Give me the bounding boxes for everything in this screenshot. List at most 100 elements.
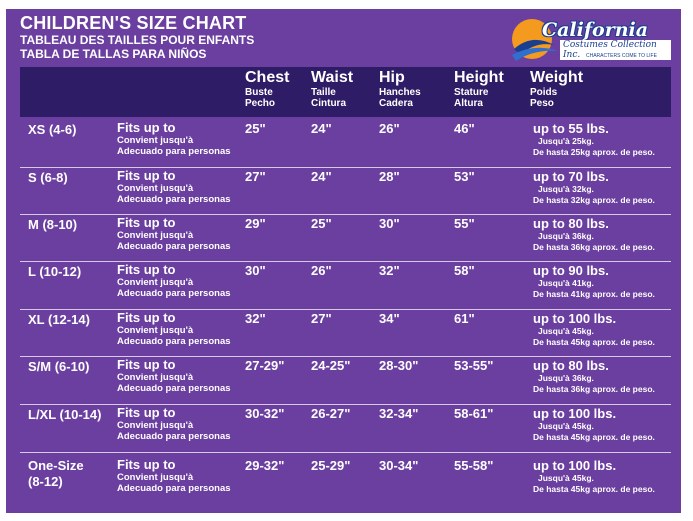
row-divider — [20, 261, 671, 262]
chest-value: 30-32" — [245, 406, 285, 421]
title-block: CHILDREN'S SIZE CHART TABLEAU DES TAILLE… — [20, 13, 254, 61]
weight-value-es: De hasta 36kg aprox. de peso. — [533, 242, 655, 252]
weight-value: up to 70 lbs. — [533, 169, 609, 184]
fit-label: Fits up to — [117, 120, 176, 135]
weight-value-es: De hasta 45kg aprox. de peso. — [533, 432, 655, 442]
header-hip-es: Cadera — [379, 98, 413, 109]
header-waist-fr: Taille — [311, 87, 336, 98]
waist-value: 25" — [311, 216, 332, 231]
table-row: XL (12-14) Fits up to Convient jusqu'à A… — [20, 310, 671, 357]
height-value: 46" — [454, 121, 475, 136]
weight-value-fr: Jusqu'à 25kg. — [538, 136, 594, 146]
fit-label-es: Adecuado para personas — [117, 336, 231, 347]
header-height-es: Altura — [454, 98, 483, 109]
weight-value: up to 90 lbs. — [533, 263, 609, 278]
fit-label: Fits up to — [117, 168, 176, 183]
weight-value-fr: Jusqu'à 45kg. — [538, 473, 594, 483]
logo-tagline: CHARACTERS COME TO LIFE — [584, 53, 659, 59]
header-weight-label: Weight — [530, 69, 584, 86]
header-height: Height Stature Altura — [454, 69, 504, 109]
logo-swirl-icon — [512, 19, 558, 61]
header-height-fr: Stature — [454, 87, 489, 98]
hip-value: 28-30" — [379, 358, 419, 373]
size-label: S (6-8) — [28, 170, 68, 185]
height-value: 58-61" — [454, 406, 494, 421]
header-weight: Weight Poids Peso — [530, 69, 583, 109]
height-value: 61" — [454, 311, 475, 326]
row-divider — [20, 214, 671, 215]
waist-value: 25-29" — [311, 458, 351, 473]
fit-label-es: Adecuado para personas — [117, 241, 231, 252]
weight-value: up to 100 lbs. — [533, 458, 617, 473]
header-height-label: Height — [454, 69, 504, 86]
hip-value: 32" — [379, 263, 400, 278]
fit-label-fr: Convient jusqu'à — [117, 277, 194, 288]
weight-value-fr: Jusqu'à 32kg. — [538, 184, 594, 194]
table-row: M (8-10) Fits up to Convient jusqu'à Ade… — [20, 215, 671, 262]
header-waist-label: Waist — [311, 69, 354, 86]
waist-value: 26" — [311, 263, 332, 278]
waist-value: 27" — [311, 311, 332, 326]
chest-value: 29-32" — [245, 458, 285, 473]
waist-value: 24" — [311, 169, 332, 184]
weight-value: up to 100 lbs. — [533, 311, 617, 326]
fit-label-fr: Convient jusqu'à — [117, 472, 194, 483]
header-hip-label: Hip — [379, 69, 405, 86]
chest-value: 29" — [245, 216, 266, 231]
size-label: XL (12-14) — [28, 312, 90, 327]
california-logo: California Costumes Collection Inc. CHAR… — [506, 15, 671, 65]
title-english: CHILDREN'S SIZE CHART — [20, 13, 247, 33]
fit-label-es: Adecuado para personas — [117, 194, 231, 205]
table-row: L (10-12) Fits up to Convient jusqu'à Ad… — [20, 262, 671, 310]
size-label: M (8-10) — [28, 217, 78, 232]
table-row: S/M (6-10) Fits up to Convient jusqu'à A… — [20, 357, 671, 405]
table-row: One-Size (8-12) Fits up to Convient jusq… — [20, 453, 671, 511]
fit-label-es: Adecuado para personas — [117, 431, 231, 442]
weight-value: up to 80 lbs. — [533, 216, 609, 231]
row-divider — [20, 404, 671, 405]
header-weight-es: Peso — [530, 98, 554, 109]
chest-value: 27" — [245, 169, 266, 184]
fit-label-fr: Convient jusqu'à — [117, 420, 194, 431]
size-label: S/M (6-10) — [28, 359, 90, 374]
title-spanish: TABLA DE TALLAS PARA NIÑOS — [20, 47, 207, 61]
size-label: L/XL (10-14) — [28, 407, 102, 422]
waist-value: 26-27" — [311, 406, 351, 421]
size-chart: CHILDREN'S SIZE CHART TABLEAU DES TAILLE… — [6, 9, 681, 513]
weight-value-fr: Jusqu'à 45kg. — [538, 326, 594, 336]
weight-value-es: De hasta 45kg aprox. de peso. — [533, 484, 655, 494]
hip-value: 30-34" — [379, 458, 419, 473]
header-hip-fr: Hanches — [379, 87, 421, 98]
weight-value-es: De hasta 25kg aprox. de peso. — [533, 147, 655, 157]
hip-value: 34" — [379, 311, 400, 326]
logo-name: California — [542, 19, 649, 41]
hip-value: 26" — [379, 121, 400, 136]
fit-label-es: Adecuado para personas — [117, 146, 231, 157]
fit-label-fr: Convient jusqu'à — [117, 372, 194, 383]
header-chest-fr: Buste — [245, 87, 273, 98]
table-row: L/XL (10-14) Fits up to Convient jusqu'à… — [20, 405, 671, 453]
hip-value: 32-34" — [379, 406, 419, 421]
waist-value: 24-25" — [311, 358, 351, 373]
header-waist: Waist Taille Cintura — [311, 69, 353, 109]
weight-value: up to 80 lbs. — [533, 358, 609, 373]
title-french: TABLEAU DES TAILLES POUR ENFANTS — [20, 33, 255, 47]
header-chest-label: Chest — [245, 69, 290, 86]
weight-value-fr: Jusqu'à 36kg. — [538, 231, 594, 241]
height-value: 55" — [454, 216, 475, 231]
fit-label-fr: Convient jusqu'à — [117, 135, 194, 146]
weight-value-fr: Jusqu'à 41kg. — [538, 278, 594, 288]
fit-label-fr: Convient jusqu'à — [117, 325, 194, 336]
size-label: XS (4-6) — [28, 122, 77, 137]
fit-label: Fits up to — [117, 310, 176, 325]
fit-label: Fits up to — [117, 457, 176, 472]
chest-value: 32" — [245, 311, 266, 326]
height-value: 58" — [454, 263, 475, 278]
hip-value: 28" — [379, 169, 400, 184]
header-chest-es: Pecho — [245, 98, 276, 109]
chest-value: 27-29" — [245, 358, 285, 373]
fit-label-fr: Convient jusqu'à — [117, 183, 194, 194]
header-chest: Chest Buste Pecho — [245, 69, 289, 109]
weight-value-fr: Jusqu'à 45kg. — [538, 421, 594, 431]
header-hip: Hip Hanches Cadera — [379, 69, 421, 109]
